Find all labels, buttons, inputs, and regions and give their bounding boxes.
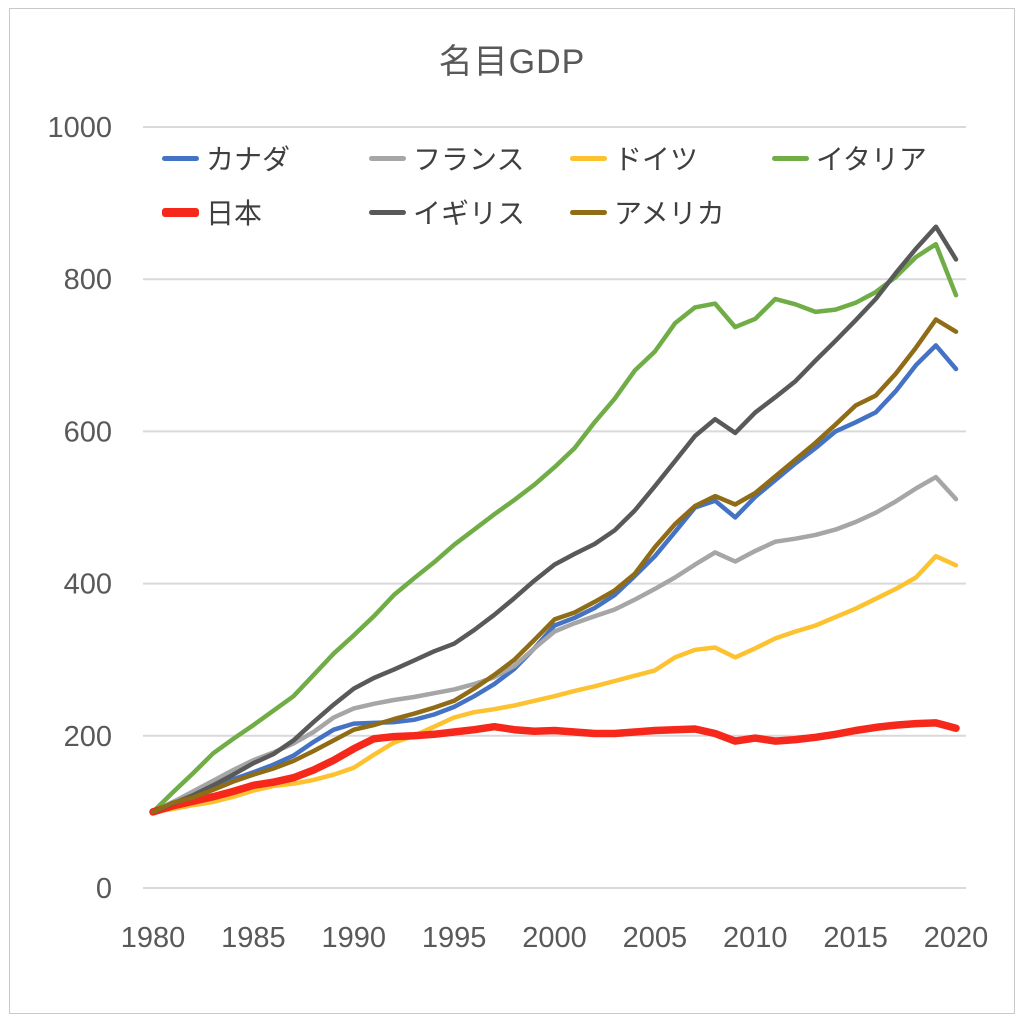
legend-swatch-canada	[162, 155, 199, 161]
y-tick-label: 1000	[47, 112, 112, 144]
legend-item-japan: 日本	[162, 195, 262, 229]
legend-swatch-france	[369, 155, 406, 161]
y-tick-label: 200	[64, 721, 112, 753]
x-tick-label: 1990	[321, 922, 386, 954]
x-tick-label: 2020	[924, 922, 989, 954]
x-tick-label: 1995	[422, 922, 487, 954]
line-usa	[150, 317, 959, 815]
legend-item-france: フランス	[369, 141, 524, 175]
line-uk	[150, 224, 959, 815]
legend-label-italy: イタリア	[816, 144, 927, 175]
legend-item-canada: カナダ	[162, 141, 290, 175]
legend-swatch-germany	[570, 155, 607, 161]
line-canada	[150, 343, 959, 815]
line-germany	[150, 553, 959, 815]
x-tick-label: 1980	[121, 922, 186, 954]
legend-swatch-japan	[162, 207, 199, 217]
x-tick-label: 2005	[623, 922, 688, 954]
y-tick-label: 800	[64, 264, 112, 296]
legend-label-germany: ドイツ	[614, 144, 699, 175]
legend-item-italy: イタリア	[772, 141, 927, 175]
legend-label-canada: カナダ	[206, 144, 291, 175]
y-tick-label: 0	[96, 873, 112, 905]
line-italy	[150, 241, 959, 815]
legend-swatch-uk	[369, 209, 406, 215]
legend-label-france: フランス	[413, 144, 525, 175]
legend-swatch-italy	[772, 155, 809, 161]
legend-label-usa: アメリカ	[614, 198, 725, 229]
x-tick-label: 1985	[221, 922, 286, 954]
y-tick-label: 400	[64, 569, 112, 601]
y-tick-label: 600	[64, 416, 112, 448]
legend-item-germany: ドイツ	[570, 141, 698, 175]
legend-label-uk: イギリス	[413, 198, 526, 229]
x-tick-label: 2015	[823, 922, 888, 954]
line-japan	[149, 719, 960, 816]
image-border	[9, 8, 1015, 1014]
legend-item-uk: イギリス	[369, 195, 525, 229]
line-france	[150, 474, 959, 815]
legend-item-usa: アメリカ	[570, 195, 725, 229]
x-tick-label: 2010	[723, 922, 788, 954]
chart-title: 名目GDP	[438, 43, 586, 81]
legend-label-japan: 日本	[206, 198, 263, 229]
x-tick-label: 2000	[522, 922, 587, 954]
legend-swatch-usa	[570, 209, 607, 215]
